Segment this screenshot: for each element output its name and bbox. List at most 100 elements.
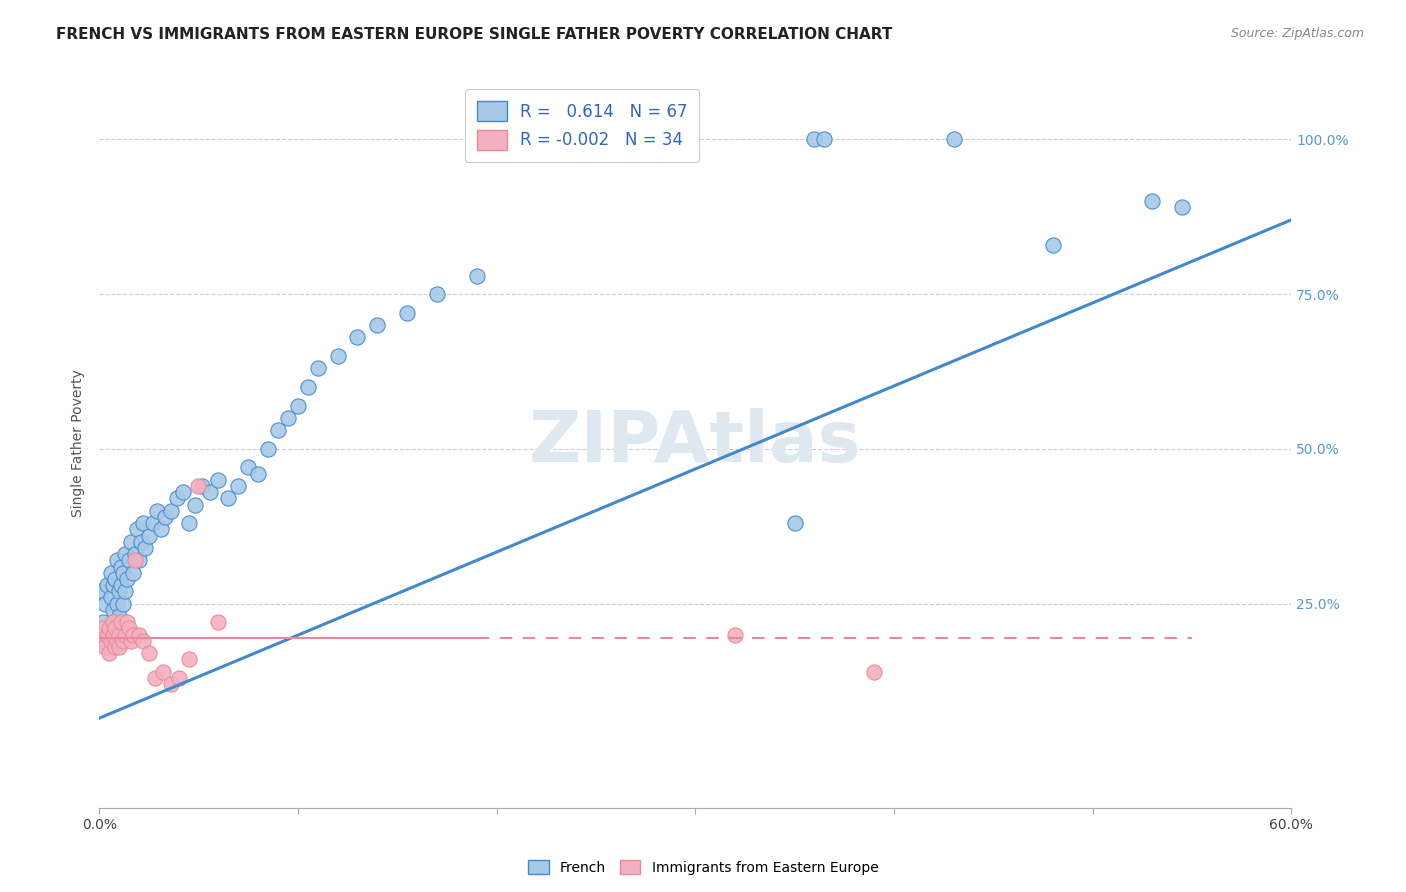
Point	[90, 584, 112, 599]
Point	[90, 633, 112, 648]
Point	[114, 627, 136, 641]
Point	[91, 615, 114, 630]
Point	[105, 597, 128, 611]
Point	[110, 559, 132, 574]
Point	[426, 287, 449, 301]
Point	[114, 547, 136, 561]
Point	[108, 627, 131, 641]
Point	[724, 627, 747, 641]
Point	[108, 584, 131, 599]
Point	[104, 640, 127, 654]
Point	[159, 504, 181, 518]
Point	[138, 646, 160, 660]
Point	[226, 479, 249, 493]
Point	[111, 597, 134, 611]
Point	[1042, 237, 1064, 252]
Point	[277, 411, 299, 425]
Point	[114, 584, 136, 599]
Point	[98, 627, 121, 641]
Point	[105, 633, 128, 648]
Legend: R =   0.614   N = 67, R = -0.002   N = 34: R = 0.614 N = 67, R = -0.002 N = 34	[465, 89, 699, 161]
Point	[128, 627, 150, 641]
Point	[124, 547, 146, 561]
Point	[108, 640, 131, 654]
Point	[115, 615, 138, 630]
Point	[104, 615, 127, 630]
Point	[366, 318, 388, 332]
Point	[120, 633, 142, 648]
Point	[124, 553, 146, 567]
Point	[346, 330, 368, 344]
Point	[104, 622, 127, 636]
Point	[257, 442, 280, 456]
Point	[104, 572, 127, 586]
Point	[191, 479, 214, 493]
Point	[942, 132, 965, 146]
Point	[132, 516, 155, 531]
Point	[287, 399, 309, 413]
Point	[100, 566, 122, 580]
Point	[101, 627, 124, 641]
Point	[110, 578, 132, 592]
Point	[120, 534, 142, 549]
Point	[138, 528, 160, 542]
Point	[143, 671, 166, 685]
Point	[326, 349, 349, 363]
Point	[134, 541, 156, 555]
Point	[167, 671, 190, 685]
Point	[217, 491, 239, 506]
Point	[101, 603, 124, 617]
Point	[125, 522, 148, 536]
Point	[100, 591, 122, 605]
Point	[297, 380, 319, 394]
Point	[118, 553, 141, 567]
Point	[149, 522, 172, 536]
Point	[94, 597, 117, 611]
Legend: French, Immigrants from Eastern Europe: French, Immigrants from Eastern Europe	[522, 855, 884, 880]
Point	[132, 633, 155, 648]
Point	[91, 622, 114, 636]
Point	[207, 473, 229, 487]
Point	[159, 677, 181, 691]
Point	[1171, 201, 1194, 215]
Point	[200, 485, 222, 500]
Y-axis label: Single Father Poverty: Single Father Poverty	[72, 368, 86, 516]
Point	[396, 306, 419, 320]
Point	[122, 627, 145, 641]
Point	[122, 566, 145, 580]
Point	[110, 615, 132, 630]
Point	[98, 622, 121, 636]
Point	[129, 534, 152, 549]
Point	[152, 665, 174, 679]
Point	[177, 652, 200, 666]
Point	[94, 640, 117, 654]
Point	[96, 578, 118, 592]
Point	[118, 622, 141, 636]
Point	[187, 479, 209, 493]
Point	[783, 516, 806, 531]
Point	[111, 566, 134, 580]
Point	[166, 491, 188, 506]
Point	[177, 516, 200, 531]
Point	[267, 423, 290, 437]
Point	[105, 553, 128, 567]
Point	[111, 633, 134, 648]
Point	[172, 485, 194, 500]
Text: FRENCH VS IMMIGRANTS FROM EASTERN EUROPE SINGLE FATHER POVERTY CORRELATION CHART: FRENCH VS IMMIGRANTS FROM EASTERN EUROPE…	[56, 27, 893, 42]
Point	[115, 572, 138, 586]
Point	[813, 132, 835, 146]
Point	[153, 510, 176, 524]
Point	[145, 504, 167, 518]
Point	[100, 633, 122, 648]
Point	[207, 615, 229, 630]
Text: Source: ZipAtlas.com: Source: ZipAtlas.com	[1230, 27, 1364, 40]
Point	[98, 646, 121, 660]
Text: ZIPAtlas: ZIPAtlas	[529, 409, 862, 477]
Point	[863, 665, 886, 679]
Point	[142, 516, 165, 531]
Point	[247, 467, 270, 481]
Point	[307, 361, 329, 376]
Point	[108, 609, 131, 624]
Point	[101, 615, 124, 630]
Point	[236, 460, 259, 475]
